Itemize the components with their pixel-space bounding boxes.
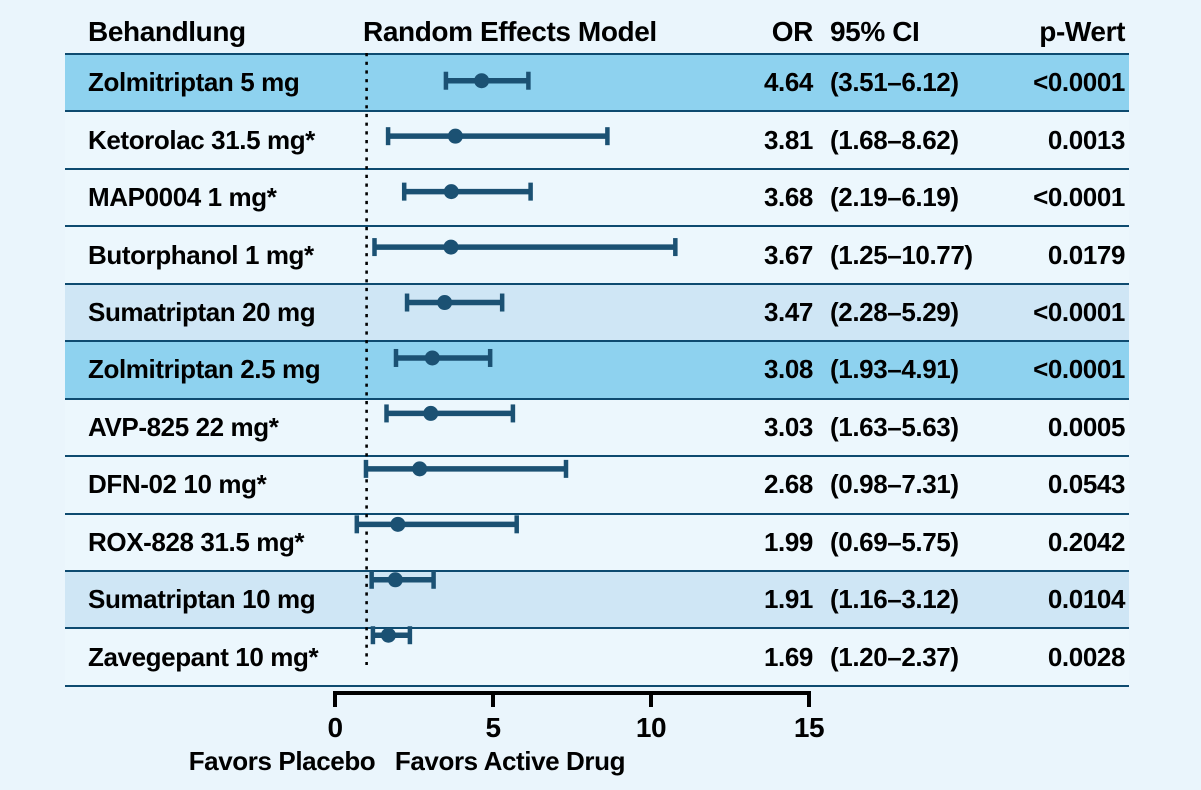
table-row: Zolmitriptan 2.5 mg 3.08 (1.93–4.91) <0.… <box>65 340 1129 398</box>
table-row: Zavegepant 10 mg* 1.69 (1.20–2.37) 0.002… <box>65 627 1129 685</box>
table-body: Zolmitriptan 5 mg 4.64 (3.51–6.12) <0.00… <box>65 53 1129 687</box>
ci-value: (0.98–7.31) <box>830 469 959 500</box>
favors-placebo-label: Favors Placebo <box>188 746 376 776</box>
ci-value: (1.20–2.37) <box>830 641 959 672</box>
ci-value: (2.28–5.29) <box>830 296 959 327</box>
treatment-label: Sumatriptan 20 mg <box>88 296 316 327</box>
treatment-label: AVP-825 22 mg* <box>88 411 279 442</box>
ci-value: (1.16–3.12) <box>830 584 959 615</box>
or-value: 3.67 <box>763 239 813 270</box>
treatment-label: ROX-828 31.5 mg* <box>88 526 305 557</box>
ci-value: (3.51–6.12) <box>830 67 959 98</box>
table-header-row: Behandlung Random Effects Model OR 95% C… <box>65 10 1129 53</box>
treatment-label: Zolmitriptan 2.5 mg <box>88 354 321 385</box>
ci-value: (1.68–8.62) <box>830 124 959 155</box>
or-value: 3.03 <box>763 411 813 442</box>
or-value: 1.69 <box>763 641 813 672</box>
treatment-label: Sumatriptan 10 mg <box>88 584 316 615</box>
table-row: Sumatriptan 20 mg 3.47 (2.28–5.29) <0.00… <box>65 282 1129 341</box>
p-value: <0.0001 <box>1033 67 1125 98</box>
table-row: ROX-828 31.5 mg* 1.99 (0.69–5.75) 0.2042 <box>65 512 1129 570</box>
header-p: p-Wert <box>1039 15 1125 47</box>
or-value: 3.68 <box>763 182 813 213</box>
p-value: <0.0001 <box>1033 182 1125 213</box>
header-or: OR <box>771 15 814 47</box>
p-value: 0.0104 <box>1047 584 1126 615</box>
treatment-label: MAP0004 1 mg* <box>88 182 277 213</box>
header-treatment: Behandlung <box>88 15 246 47</box>
table-row: Sumatriptan 10 mg 1.91 (1.16–3.12) 0.010… <box>65 569 1129 628</box>
treatment-label: Zavegepant 10 mg* <box>88 641 319 672</box>
or-value: 1.91 <box>763 584 813 615</box>
ci-value: (1.93–4.91) <box>830 354 959 385</box>
p-value: 0.0028 <box>1047 641 1126 672</box>
treatment-label: DFN-02 10 mg* <box>88 469 267 500</box>
table-row: AVP-825 22 mg* 3.03 (1.63–5.63) 0.0005 <box>65 397 1129 456</box>
or-value: 3.08 <box>763 354 813 385</box>
table-row: MAP0004 1 mg* 3.68 (2.19–6.19) <0.0001 <box>65 167 1129 226</box>
p-value: 0.0013 <box>1047 124 1126 155</box>
header-ci: 95% CI <box>830 15 920 47</box>
x-tick-label: 5 <box>485 712 501 743</box>
or-value: 1.99 <box>763 526 813 557</box>
forest-table: Behandlung Random Effects Model OR 95% C… <box>65 10 1129 687</box>
table-row: Ketorolac 31.5 mg* 3.81 (1.68–8.62) 0.00… <box>65 110 1129 168</box>
p-value: 0.0543 <box>1047 469 1126 500</box>
p-value: 0.0179 <box>1047 239 1126 270</box>
ci-value: (1.25–10.77) <box>830 239 973 270</box>
p-value: 0.2042 <box>1047 526 1126 557</box>
or-value: 4.64 <box>763 67 813 98</box>
favors-active-drug-label: Favors Active Drug <box>394 746 626 776</box>
or-value: 2.68 <box>763 469 813 500</box>
ci-value: (2.19–6.19) <box>830 182 959 213</box>
x-tick-label: 15 <box>793 712 825 743</box>
x-tick-label: 0 <box>327 712 343 743</box>
p-value: <0.0001 <box>1033 354 1125 385</box>
ci-value: (1.63–5.63) <box>830 411 959 442</box>
treatment-label: Ketorolac 31.5 mg* <box>88 124 315 155</box>
table-row: Butorphanol 1 mg* 3.67 (1.25–10.77) 0.01… <box>65 225 1129 283</box>
table-row: Zolmitriptan 5 mg 4.64 (3.51–6.12) <0.00… <box>65 53 1129 111</box>
treatment-label: Zolmitriptan 5 mg <box>88 67 300 98</box>
table-row: DFN-02 10 mg* 2.68 (0.98–7.31) 0.0543 <box>65 455 1129 513</box>
or-value: 3.47 <box>763 296 813 327</box>
p-value: <0.0001 <box>1033 296 1125 327</box>
p-value: 0.0005 <box>1047 411 1126 442</box>
header-model: Random Effects Model <box>363 15 657 47</box>
ci-value: (0.69–5.75) <box>830 526 959 557</box>
or-value: 3.81 <box>763 124 813 155</box>
x-tick-label: 10 <box>635 712 667 743</box>
treatment-label: Butorphanol 1 mg* <box>88 239 314 270</box>
